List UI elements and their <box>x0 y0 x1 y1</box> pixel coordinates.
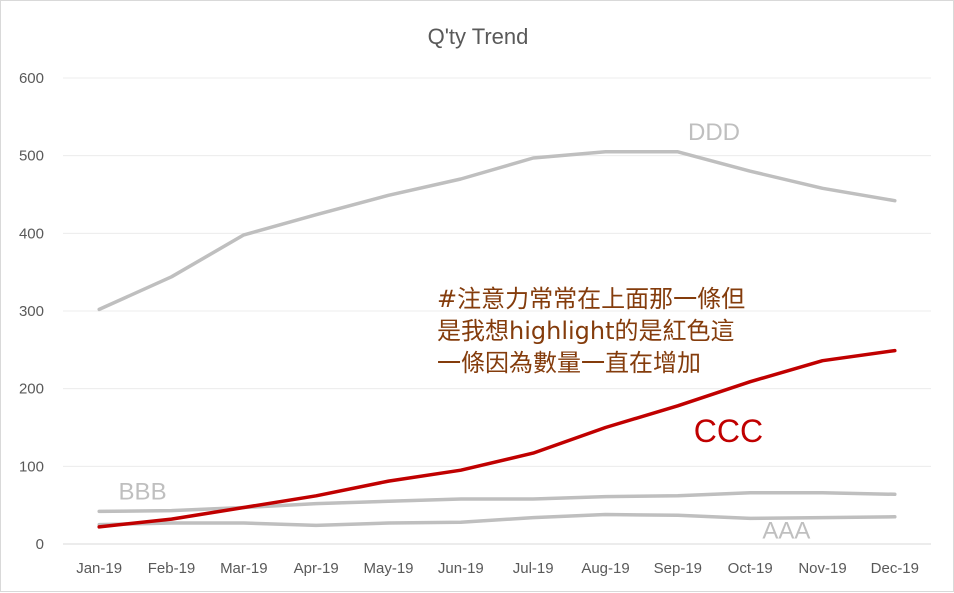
chart-title: Q'ty Trend <box>428 24 529 49</box>
y-tick-label: 500 <box>19 148 44 165</box>
x-tick-label: Jun-19 <box>438 560 484 577</box>
x-tick-label: May-19 <box>363 560 413 577</box>
annotation-line-1: #注意力常常在上面那一條但 <box>437 285 745 313</box>
x-tick-label: Aug-19 <box>581 560 629 577</box>
x-tick-label: Sep-19 <box>654 560 702 577</box>
y-axis-ticks: 0 100 200 300 400 500 600 <box>19 70 44 553</box>
series-labels: AAA BBB CCC DDD <box>119 119 811 545</box>
series-label-bbb: BBB <box>119 478 167 505</box>
y-tick-label: 200 <box>19 381 44 398</box>
x-tick-label: Jul-19 <box>513 560 554 577</box>
x-tick-label: Jan-19 <box>76 560 122 577</box>
series-label-aaa: AAA <box>762 517 810 544</box>
y-tick-label: 0 <box>36 536 44 553</box>
x-tick-label: Nov-19 <box>798 560 846 577</box>
x-tick-label: Feb-19 <box>148 560 196 577</box>
y-tick-label: 100 <box>19 458 44 475</box>
series-label-ccc: CCC <box>694 413 763 449</box>
annotation-line-3: 一條因為數量一直在增加 <box>437 349 701 377</box>
x-tick-label: Dec-19 <box>871 560 919 577</box>
x-tick-label: Mar-19 <box>220 560 268 577</box>
annotation-line-2: 是我想highlight的是紅色這 <box>437 317 735 345</box>
x-tick-label: Oct-19 <box>728 560 773 577</box>
series-line-bbb <box>97 490 897 514</box>
annotation-note: #注意力常常在上面那一條但 是我想highlight的是紅色這 一條因為數量一直… <box>437 285 753 377</box>
y-tick-label: 600 <box>19 70 44 87</box>
y-tick-label: 300 <box>19 303 44 320</box>
series-line-ddd <box>97 150 897 312</box>
y-tick-label: 400 <box>19 225 44 242</box>
series-line-aaa <box>97 512 897 528</box>
series-line-ccc <box>97 348 897 529</box>
x-tick-label: Apr-19 <box>294 560 339 577</box>
gridlines <box>63 77 931 545</box>
series-lines <box>97 150 897 529</box>
series-label-ddd: DDD <box>688 119 740 146</box>
x-axis-ticks: Jan-19 Feb-19 Mar-19 Apr-19 May-19 Jun-19 Jul-… <box>76 560 919 577</box>
